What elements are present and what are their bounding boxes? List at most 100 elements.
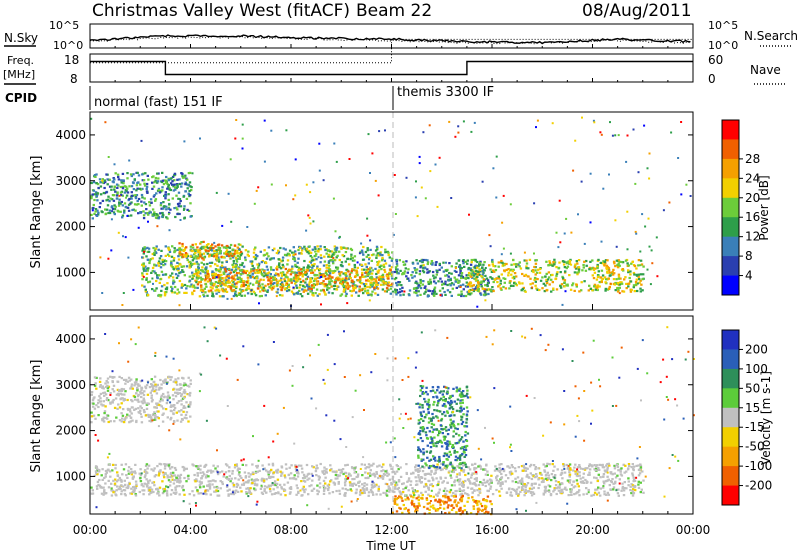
heatmap-cell	[143, 246, 146, 249]
heatmap-cell	[452, 470, 455, 474]
heatmap-cell	[90, 213, 93, 216]
power-ylabel: Slant Range [km]	[29, 156, 44, 269]
heatmap-cell	[492, 280, 495, 284]
heatmap-cell	[221, 482, 224, 486]
heatmap-cell	[550, 473, 554, 476]
heatmap-cell	[607, 287, 611, 290]
heatmap-cell	[620, 260, 623, 264]
heatmap-cell	[435, 261, 438, 264]
heatmap-cell	[381, 273, 385, 276]
heatmap-cell	[227, 267, 231, 271]
heatmap-cell	[426, 259, 429, 262]
heatmap-cell	[269, 484, 272, 487]
heatmap-cell	[434, 263, 437, 266]
heatmap-cell	[272, 278, 275, 281]
heatmap-cell	[264, 261, 268, 265]
heatmap-cell	[209, 265, 212, 268]
heatmap-cell	[445, 489, 449, 493]
heatmap-cell	[233, 278, 237, 281]
heatmap-cell	[397, 468, 400, 471]
heatmap-cell	[345, 292, 348, 295]
heatmap-cell	[461, 489, 464, 493]
freq-line	[90, 60, 693, 76]
heatmap-cell	[155, 245, 158, 248]
heatmap-cell	[111, 469, 114, 472]
heatmap-cell	[240, 264, 243, 267]
heatmap-cell	[388, 487, 391, 490]
heatmap-noise-cell	[378, 130, 381, 133]
heatmap-noise-cell	[152, 282, 154, 285]
heatmap-cell	[252, 255, 256, 259]
heatmap-cell	[467, 271, 471, 275]
heatmap-cell	[448, 262, 451, 265]
heatmap-cell	[426, 262, 429, 266]
heatmap-cell	[627, 484, 630, 487]
heatmap-cell	[568, 262, 572, 265]
heatmap-cell	[142, 214, 146, 217]
heatmap-cell	[238, 288, 242, 291]
heatmap-cell	[581, 269, 584, 272]
heatmap-cell	[421, 283, 424, 286]
heatmap-cell	[450, 282, 454, 285]
heatmap-cell	[426, 295, 430, 298]
heatmap-cell	[502, 468, 506, 471]
heatmap-cell	[338, 277, 341, 280]
heatmap-cell	[256, 466, 259, 469]
heatmap-noise-cell	[365, 268, 368, 271]
heatmap-cell	[485, 463, 488, 466]
heatmap-cell	[120, 463, 123, 466]
heatmap-cell	[164, 181, 168, 184]
heatmap-cell	[544, 284, 547, 287]
heatmap-cell	[504, 277, 507, 280]
heatmap-cell	[377, 282, 380, 285]
heatmap-cell	[94, 382, 97, 385]
heatmap-cell	[163, 291, 167, 294]
heatmap-cell	[250, 268, 253, 271]
heatmap-cell	[634, 280, 638, 283]
heatmap-cell	[486, 479, 489, 482]
heatmap-cell	[171, 175, 175, 178]
heatmap-cell	[129, 416, 133, 419]
heatmap-cell	[491, 258, 494, 262]
heatmap-cell	[509, 473, 512, 476]
heatmap-cell	[417, 285, 420, 288]
heatmap-cell	[199, 254, 202, 257]
heatmap-cell	[362, 268, 366, 271]
heatmap-cell	[557, 486, 560, 489]
heatmap-cell	[214, 272, 218, 275]
heatmap-cell	[567, 494, 570, 497]
heatmap-cell	[444, 280, 447, 283]
heatmap-noise-cell	[670, 131, 673, 134]
heatmap-cell	[103, 412, 106, 415]
heatmap-cell	[196, 262, 199, 265]
heatmap-cell	[596, 284, 600, 287]
heatmap-cell	[214, 263, 217, 266]
heatmap-cell	[224, 270, 228, 273]
heatmap-cell	[178, 475, 181, 478]
heatmap-cell	[147, 178, 150, 181]
heatmap-cell	[468, 289, 471, 292]
heatmap-cell	[124, 463, 128, 466]
heatmap-cell	[328, 274, 331, 277]
heatmap-cell	[308, 245, 311, 248]
heatmap-cell	[372, 282, 376, 285]
heatmap-cell	[168, 396, 171, 399]
heatmap-cell	[434, 469, 437, 472]
heatmap-cell	[377, 269, 381, 272]
heatmap-cell	[190, 283, 193, 286]
heatmap-noise-cell	[492, 167, 495, 170]
heatmap-cell	[498, 470, 502, 474]
heatmap-cell	[187, 393, 191, 396]
heatmap-cell	[147, 281, 150, 284]
heatmap-cell	[476, 273, 479, 276]
heatmap-cell	[303, 286, 307, 289]
heatmap-cell	[458, 280, 461, 283]
heatmap-cell	[104, 405, 107, 408]
heatmap-cell	[208, 255, 211, 258]
heatmap-cell	[343, 281, 346, 284]
heatmap-cell	[123, 202, 127, 205]
heatmap-cell	[375, 281, 378, 284]
heatmap-cell	[155, 488, 158, 491]
heatmap-cell	[181, 172, 184, 175]
heatmap-cell	[127, 209, 131, 212]
